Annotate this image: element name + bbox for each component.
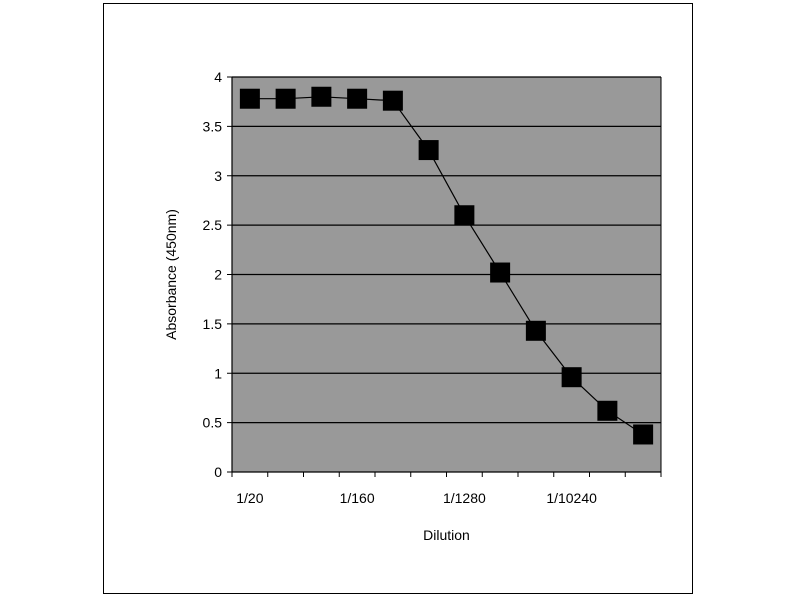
x-tick-labels: 1/20 1/160 1/1280 1/10240 <box>236 490 597 506</box>
data-point <box>382 90 403 111</box>
data-markers <box>239 86 654 445</box>
gridlines <box>232 76 661 424</box>
y-tick-label: 3.5 <box>203 118 223 134</box>
x-axis-title: Dilution <box>423 527 470 543</box>
x-tick-label: 1/20 <box>236 490 263 506</box>
data-point <box>561 367 582 388</box>
y-tick-label: 0.5 <box>203 415 223 431</box>
data-point <box>525 320 546 341</box>
data-point <box>275 88 296 109</box>
y-tick-labels: 0 0.5 1 1.5 2 2.5 3 3.5 4 <box>203 69 223 480</box>
y-tick-label: 1.5 <box>203 316 223 332</box>
y-tick-label: 3 <box>214 168 222 184</box>
y-tick-label: 2 <box>214 267 222 283</box>
data-point <box>239 88 260 109</box>
axes <box>227 76 662 477</box>
data-point <box>418 140 439 161</box>
data-point <box>347 88 368 109</box>
data-point <box>633 424 654 445</box>
y-tick-label: 2.5 <box>203 217 223 233</box>
y-tick-label: 0 <box>214 464 222 480</box>
chart-frame <box>103 3 693 594</box>
y-tick-label: 1 <box>214 365 222 381</box>
data-point <box>311 86 332 107</box>
x-tick-label: 1/10240 <box>546 490 597 506</box>
y-axis-title: Absorbance (450nm) <box>163 209 179 340</box>
data-point <box>597 400 618 421</box>
y-tick-label: 4 <box>214 69 222 85</box>
data-point <box>490 262 511 283</box>
x-tick-label: 1/1280 <box>443 490 486 506</box>
data-point <box>454 205 475 226</box>
x-tick-label: 1/160 <box>340 490 375 506</box>
